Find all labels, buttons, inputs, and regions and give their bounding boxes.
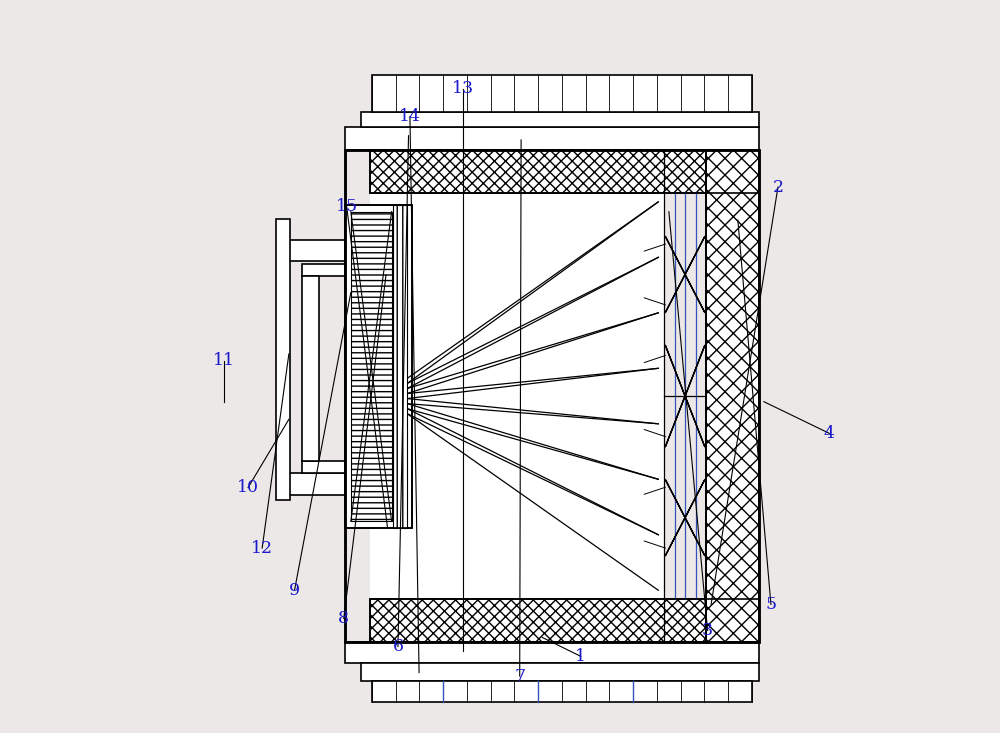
Text: 10: 10 [237, 479, 259, 496]
Bar [370, 194, 664, 599]
Bar [345, 128, 759, 150]
Bar [302, 276, 319, 461]
Bar [351, 212, 392, 521]
Bar [289, 474, 345, 495]
Bar [302, 461, 345, 474]
Text: 9: 9 [289, 582, 300, 599]
Bar [706, 150, 759, 642]
Bar [370, 599, 759, 642]
Text: 1: 1 [575, 648, 586, 665]
Bar [372, 75, 752, 111]
Bar [370, 150, 759, 194]
Bar [289, 240, 345, 261]
Text: 6: 6 [392, 638, 403, 655]
Bar [345, 150, 759, 642]
Text: 4: 4 [824, 425, 835, 442]
Bar [361, 663, 759, 681]
Text: 5: 5 [765, 596, 776, 613]
Text: 12: 12 [251, 539, 273, 556]
Text: 7: 7 [514, 668, 525, 685]
Text: 2: 2 [772, 179, 784, 196]
Bar [393, 205, 407, 528]
Bar [370, 150, 759, 194]
Text: 13: 13 [452, 80, 474, 97]
Bar [345, 205, 412, 528]
Text: 15: 15 [336, 198, 358, 215]
Text: 11: 11 [213, 353, 235, 369]
Text: 3: 3 [702, 622, 713, 639]
Bar [706, 150, 759, 642]
Text: 8: 8 [338, 610, 349, 627]
Bar [361, 111, 759, 128]
Bar [345, 642, 759, 663]
Bar [372, 681, 752, 702]
Bar [345, 150, 759, 642]
Bar [370, 599, 759, 642]
Text: 14: 14 [399, 108, 421, 125]
Bar [276, 218, 290, 500]
Bar [302, 264, 345, 276]
Bar [345, 205, 412, 528]
